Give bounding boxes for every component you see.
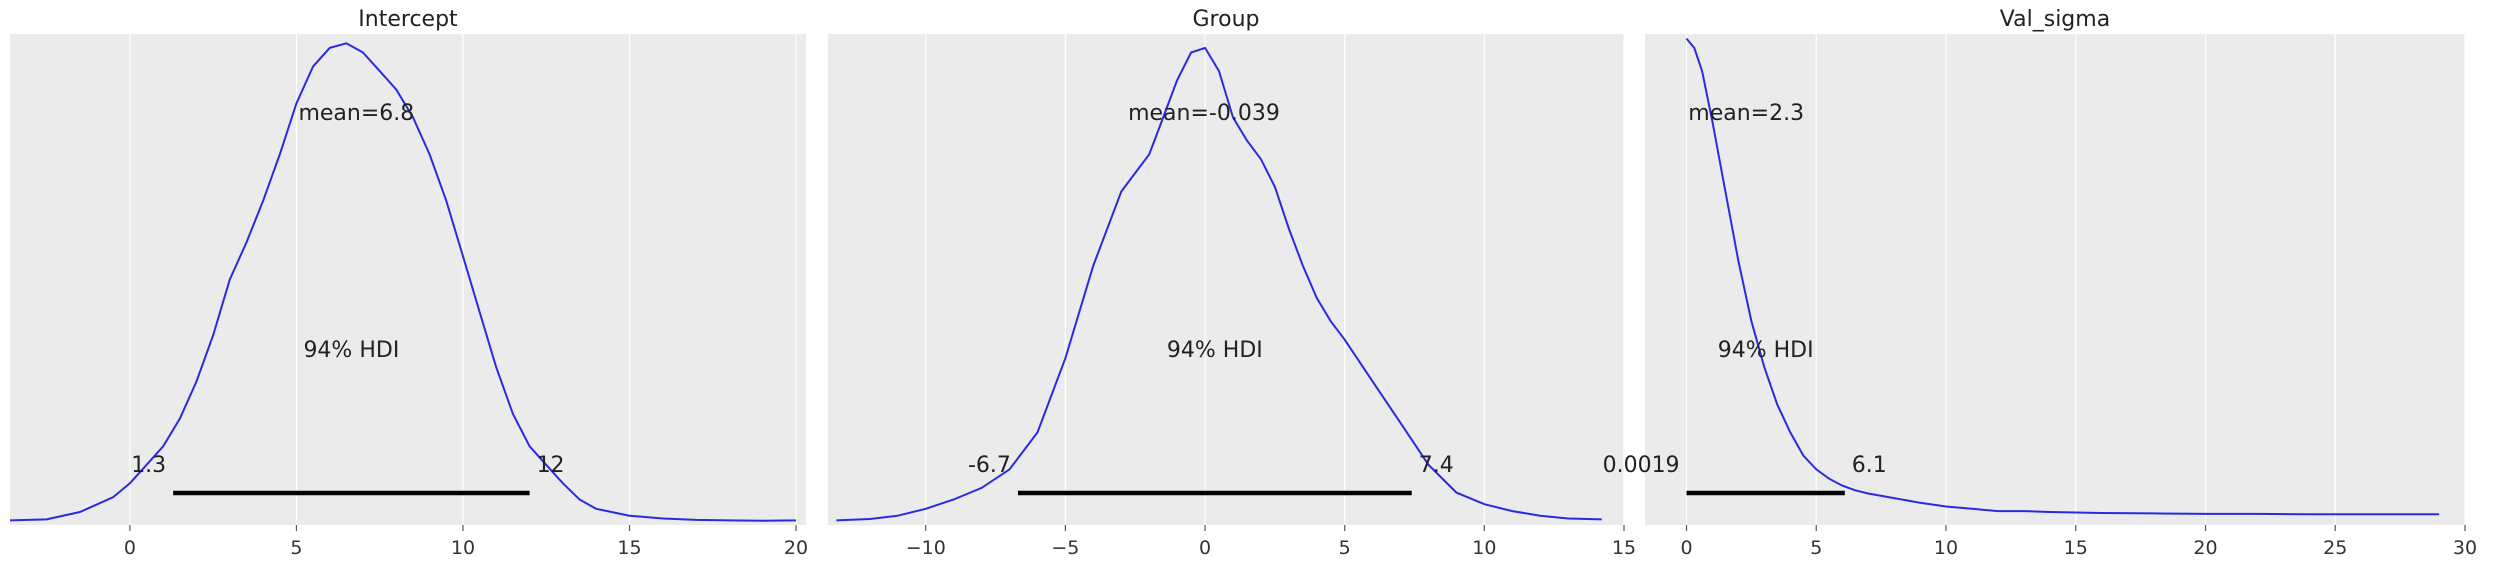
panel-title: Group (1193, 7, 1260, 32)
hdi-lower-label: 0.0019 (1603, 453, 1680, 478)
x-tick-label: 0 (124, 537, 136, 559)
hdi-upper-label: 6.1 (1852, 453, 1887, 478)
x-tick-label: 15 (2064, 537, 2088, 559)
x-tick-label: 0 (1199, 537, 1211, 559)
panel-val-sigma: 0 5 10 15 20 25 30 Val_sigma 0.0019 6.1 94% HDI mea… (1603, 7, 2478, 559)
x-tick-label: 20 (2193, 537, 2217, 559)
x-tick-label: 5 (1339, 537, 1351, 559)
x-tick-label: −10 (906, 537, 946, 559)
hdi-label: 94% HDI (303, 338, 399, 363)
panel-intercept: 0 5 10 15 20 Intercept 1.3 12 94% HDI mean=6.8 (9, 7, 808, 559)
x-tick-label: 15 (617, 537, 641, 559)
x-tick-label: 5 (1810, 537, 1822, 559)
x-tick-label: 30 (2453, 537, 2477, 559)
x-tick-label: 25 (2323, 537, 2347, 559)
plot-area (828, 34, 1624, 525)
panel-title: Val_sigma (2000, 7, 2110, 32)
plot-area (10, 34, 806, 525)
x-tick-label: 20 (784, 537, 808, 559)
mean-label: mean=-0.039 (1128, 101, 1280, 126)
mean-label: mean=2.3 (1688, 101, 1804, 126)
x-tick-label: 10 (1472, 537, 1496, 559)
mean-label: mean=6.8 (298, 101, 414, 126)
x-tick-label: −5 (1051, 537, 1079, 559)
x-tick-label: 0 (1680, 537, 1692, 559)
density-line (1685, 37, 2440, 516)
panel-title: Intercept (358, 7, 458, 32)
x-tick-label: 15 (1612, 537, 1636, 559)
x-tick-label: 10 (1934, 537, 1958, 559)
x-tick-label: 5 (290, 537, 302, 559)
hdi-lower-label: -6.7 (968, 453, 1011, 478)
hdi-upper-label: 7.4 (1419, 453, 1454, 478)
x-tick-label: 10 (451, 537, 475, 559)
hdi-upper-label: 12 (537, 453, 565, 478)
density-line (836, 46, 1602, 522)
hdi-label: 94% HDI (1718, 338, 1814, 363)
hdi-label: 94% HDI (1167, 338, 1263, 363)
panel-group: −10 −5 0 5 10 15 Group -6.7 7.4 94% HDI mean=-0.03… (828, 7, 1636, 559)
plot-area (1645, 34, 2465, 525)
density-line (9, 42, 797, 522)
hdi-lower-label: 1.3 (131, 453, 166, 478)
